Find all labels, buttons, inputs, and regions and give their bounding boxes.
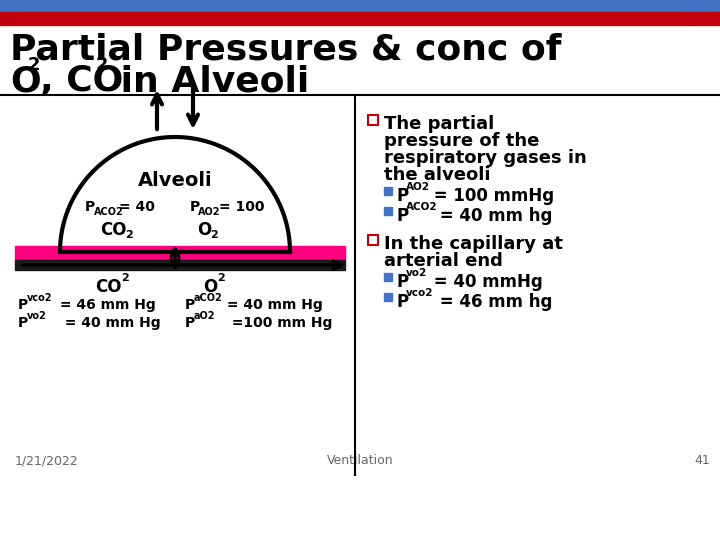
Text: vco2: vco2 [27,293,53,303]
Text: 2: 2 [125,230,132,240]
Bar [384,293,392,301]
Text: P: P [190,200,200,214]
Text: aCO2: aCO2 [194,293,222,303]
Text: P: P [18,316,28,330]
Text: In the capillary at: In the capillary at [384,235,563,253]
Text: pressure of the: pressure of the [384,132,539,150]
Text: = 100: = 100 [219,200,264,214]
Bar [15,260,345,270]
Text: Partial Pressures & conc of: Partial Pressures & conc of [10,33,562,67]
Text: = 100 mmHg: = 100 mmHg [428,187,554,205]
Bar [0,12,695,25]
Text: ACO2: ACO2 [406,202,438,212]
Text: P: P [397,273,409,291]
Text: AO2: AO2 [198,207,220,217]
Text: P: P [18,298,28,312]
Text: vo2: vo2 [27,311,47,321]
Text: = 40 mm hg: = 40 mm hg [434,207,552,225]
Text: 2: 2 [210,230,217,240]
Text: arterial end: arterial end [384,252,503,270]
Text: = 40 mm Hg: = 40 mm Hg [222,298,323,312]
Text: P: P [185,298,195,312]
Text: = 40: = 40 [119,200,155,214]
Text: 2: 2 [96,56,109,74]
Text: vo2: vo2 [406,268,427,278]
Text: O: O [197,221,211,239]
Bar [695,0,720,12]
Bar [384,207,392,215]
Bar [384,187,392,195]
Text: respiratory gases in: respiratory gases in [384,149,587,167]
Text: P: P [397,207,409,225]
Text: CO: CO [95,278,122,296]
Text: 41: 41 [694,454,710,467]
Text: 1/21/2022: 1/21/2022 [15,454,78,467]
Text: O: O [10,64,41,98]
Text: O: O [203,278,217,296]
Text: AO2: AO2 [406,182,430,192]
Text: in Alveoli: in Alveoli [108,64,310,98]
Text: P: P [397,187,409,205]
Text: =100 mm Hg: =100 mm Hg [222,316,333,330]
Bar [695,12,720,25]
Text: = 40 mm Hg: = 40 mm Hg [55,316,161,330]
Text: Alveoli: Alveoli [138,171,212,190]
Bar [368,235,378,245]
Text: P: P [85,200,95,214]
Text: The partial: The partial [384,115,494,133]
Text: vco2: vco2 [406,288,433,298]
Text: P: P [397,293,409,311]
Bar [384,273,392,281]
Text: Ventilation: Ventilation [327,454,393,467]
Text: = 46 mm Hg: = 46 mm Hg [55,298,156,312]
Text: 2: 2 [121,273,129,283]
Text: aO2: aO2 [194,311,215,321]
Text: = 40 mmHg: = 40 mmHg [428,273,543,291]
Bar [368,115,378,125]
Bar [15,246,345,260]
Text: ACO2: ACO2 [94,207,124,217]
Text: P: P [185,316,195,330]
Text: 2: 2 [217,273,225,283]
Text: CO: CO [100,221,127,239]
Bar [0,0,695,12]
Text: the alveoli: the alveoli [384,166,490,184]
Text: 2: 2 [28,56,40,74]
Text: , CO: , CO [40,64,123,98]
Text: = 46 mm hg: = 46 mm hg [434,293,552,311]
